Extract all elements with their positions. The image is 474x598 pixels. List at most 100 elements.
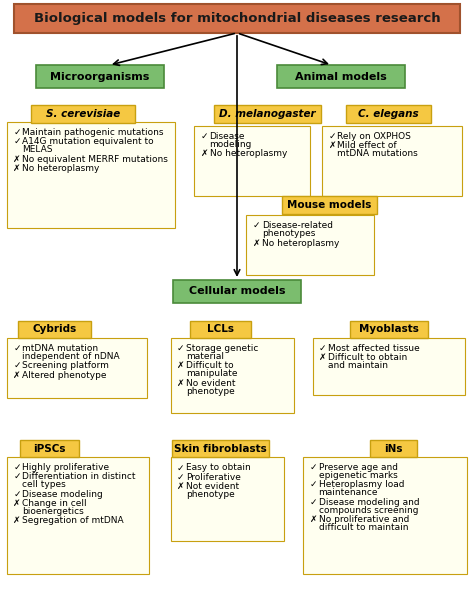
FancyBboxPatch shape (346, 105, 431, 123)
Text: iPSCs: iPSCs (34, 444, 66, 453)
Text: Segregation of mtDNA: Segregation of mtDNA (22, 516, 124, 525)
Text: No evident: No evident (186, 379, 235, 388)
FancyBboxPatch shape (214, 105, 321, 123)
Text: Maintain pathogenic mutations: Maintain pathogenic mutations (22, 128, 164, 137)
Text: ✓: ✓ (328, 132, 336, 141)
Text: ✗: ✗ (177, 379, 184, 388)
Text: Cybrids: Cybrids (32, 325, 77, 334)
Text: Disease modeling and: Disease modeling and (319, 498, 419, 507)
Text: No proliferative and: No proliferative and (319, 515, 409, 524)
Text: D. melanogaster: D. melanogaster (219, 109, 316, 118)
Text: iNs: iNs (384, 444, 403, 453)
Text: Difficult to obtain: Difficult to obtain (328, 353, 407, 362)
FancyBboxPatch shape (173, 280, 301, 303)
Text: ✓: ✓ (319, 344, 327, 353)
Text: Easy to obtain: Easy to obtain (186, 463, 251, 472)
Text: ✗: ✗ (253, 239, 260, 248)
FancyBboxPatch shape (7, 457, 149, 574)
Text: Rely on OXPHOS: Rely on OXPHOS (337, 132, 411, 141)
Text: Differentiation in distinct: Differentiation in distinct (22, 472, 136, 481)
Text: ✓: ✓ (253, 221, 260, 230)
Text: ✓: ✓ (310, 463, 317, 472)
Text: ✗: ✗ (201, 149, 208, 158)
FancyBboxPatch shape (322, 126, 462, 196)
FancyBboxPatch shape (18, 321, 91, 338)
Text: ✗: ✗ (13, 499, 21, 508)
FancyBboxPatch shape (349, 321, 428, 338)
Text: ✓: ✓ (201, 132, 208, 141)
Text: ✓: ✓ (310, 498, 317, 507)
Text: Preserve age and: Preserve age and (319, 463, 398, 472)
Text: independent of nDNA: independent of nDNA (22, 352, 120, 361)
Text: Disease-related: Disease-related (262, 221, 333, 230)
Text: A14G mutation equivalent to: A14G mutation equivalent to (22, 137, 154, 147)
FancyBboxPatch shape (7, 338, 147, 398)
Text: ✗: ✗ (13, 371, 21, 380)
Text: ✓: ✓ (13, 472, 21, 481)
Text: Storage genetic: Storage genetic (186, 344, 258, 353)
Text: Mouse models: Mouse models (287, 200, 372, 210)
Text: No equivalent MERRF mutations: No equivalent MERRF mutations (22, 155, 168, 164)
Text: Disease: Disease (210, 132, 245, 141)
FancyBboxPatch shape (20, 440, 79, 457)
FancyBboxPatch shape (171, 457, 284, 541)
Text: Difficult to: Difficult to (186, 361, 233, 370)
Text: ✓: ✓ (13, 463, 21, 472)
Text: Not evident: Not evident (186, 482, 239, 491)
FancyBboxPatch shape (277, 65, 405, 88)
Text: phenotype: phenotype (186, 387, 235, 396)
Text: Microorganisms: Microorganisms (50, 72, 149, 81)
Text: ✗: ✗ (328, 141, 336, 150)
Text: ✗: ✗ (13, 516, 21, 525)
Text: ✓: ✓ (177, 344, 184, 353)
Text: Biological models for mitochondrial diseases research: Biological models for mitochondrial dise… (34, 12, 440, 25)
Text: phenotypes: phenotypes (262, 230, 315, 239)
Text: Disease modeling: Disease modeling (22, 490, 103, 499)
Text: ✓: ✓ (13, 128, 21, 137)
FancyBboxPatch shape (172, 440, 269, 457)
Text: ✗: ✗ (310, 515, 317, 524)
Text: and maintain: and maintain (328, 361, 388, 370)
FancyBboxPatch shape (7, 122, 175, 228)
Text: ✗: ✗ (177, 361, 184, 370)
Text: C. elegans: C. elegans (358, 109, 419, 118)
Text: Cellular models: Cellular models (189, 286, 285, 296)
FancyBboxPatch shape (246, 215, 374, 275)
FancyBboxPatch shape (190, 321, 251, 338)
FancyBboxPatch shape (31, 105, 135, 123)
Text: Myoblasts: Myoblasts (359, 325, 419, 334)
FancyBboxPatch shape (194, 126, 310, 196)
Text: ✗: ✗ (177, 482, 184, 491)
Text: ✗: ✗ (13, 164, 21, 173)
Text: Skin fibroblasts: Skin fibroblasts (174, 444, 267, 453)
FancyBboxPatch shape (303, 457, 467, 574)
Text: ✗: ✗ (319, 353, 327, 362)
Text: Screening platform: Screening platform (22, 361, 109, 370)
Text: Altered phenotype: Altered phenotype (22, 371, 107, 380)
Text: Mild effect of: Mild effect of (337, 141, 397, 150)
FancyBboxPatch shape (171, 338, 294, 413)
Text: mtDNA mutations: mtDNA mutations (337, 149, 418, 158)
Text: phenotype: phenotype (186, 490, 235, 499)
Text: cell types: cell types (22, 480, 66, 489)
Text: No heteroplasmy: No heteroplasmy (22, 164, 100, 173)
Text: S. cerevisiae: S. cerevisiae (46, 109, 120, 118)
Text: manipulate: manipulate (186, 370, 237, 379)
Text: ✓: ✓ (13, 137, 21, 147)
FancyBboxPatch shape (14, 4, 460, 33)
Text: ✓: ✓ (13, 490, 21, 499)
Text: bioenergetics: bioenergetics (22, 507, 84, 516)
Text: mtDNA mutation: mtDNA mutation (22, 344, 99, 353)
Text: ✓: ✓ (13, 344, 21, 353)
Text: modeling: modeling (210, 140, 252, 149)
Text: ✓: ✓ (177, 472, 184, 482)
Text: ✗: ✗ (13, 155, 21, 164)
Text: ✓: ✓ (13, 361, 21, 370)
Text: No heteroplasmy: No heteroplasmy (210, 149, 287, 158)
Text: Highly proliferative: Highly proliferative (22, 463, 109, 472)
FancyBboxPatch shape (370, 440, 417, 457)
Text: Change in cell: Change in cell (22, 499, 87, 508)
Text: MELAS: MELAS (22, 145, 53, 154)
Text: ✓: ✓ (310, 480, 317, 489)
Text: Most affected tissue: Most affected tissue (328, 344, 420, 353)
